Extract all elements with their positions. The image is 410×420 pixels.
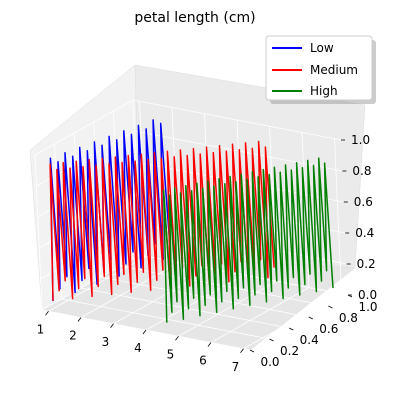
grid-line-z: [34, 99, 342, 156]
y-tick-label: 0.0: [260, 355, 279, 369]
x-tick-mark: [240, 348, 244, 353]
series-line-high: [162, 157, 334, 323]
legend-label-low: Low: [310, 41, 334, 55]
x-tick-mark: [207, 342, 212, 347]
z-tick-label: 0.8: [352, 164, 371, 178]
x-tick-label: 5: [167, 347, 175, 361]
legend-label-high: High: [310, 84, 338, 98]
chart-title: petal length (cm): [134, 10, 255, 26]
y-tick-mark: [269, 338, 274, 342]
legend-label-medium: Medium: [310, 63, 358, 77]
z-tick-label: 0.4: [355, 226, 374, 240]
series-layer: [49, 119, 334, 323]
y-tick-label: 0.2: [280, 344, 299, 358]
z-tick-label: 1.0: [351, 133, 370, 147]
x-tick-mark: [45, 311, 49, 316]
y-tick-label: 0.4: [300, 333, 319, 347]
series-line-medium: [49, 140, 275, 301]
y-tick-label: 1.0: [358, 300, 377, 314]
x-tick-label: 3: [102, 335, 110, 349]
legend: Low Medium High: [265, 35, 376, 104]
y-tick-mark: [308, 316, 313, 320]
x-tick-mark: [77, 317, 82, 322]
grid-line-z: [36, 130, 343, 187]
y-tick-label: 0.8: [339, 311, 358, 325]
axes-layer: 1 2 3 4 5 6 7 0.00.20.40.60.81.00.00.20.40.60.8…: [37, 133, 378, 374]
y-tick-mark: [328, 305, 333, 309]
z-tick-label: 0.6: [354, 195, 373, 209]
z-tick-label: 0.2: [357, 257, 376, 271]
x-tick-label: 7: [232, 360, 240, 374]
y-tick-mark: [249, 349, 255, 353]
x-tick-label: 2: [69, 329, 77, 343]
x-tick-mark: [142, 329, 147, 335]
legend-box: [265, 35, 373, 101]
x-tick-label: 1: [37, 322, 45, 336]
x-tick-label: 4: [134, 341, 142, 355]
z-tick-label: 0.0: [358, 288, 377, 302]
x-tick-label: 6: [199, 354, 207, 368]
y-tick-label: 0.6: [319, 322, 338, 336]
y-tick-mark: [289, 327, 294, 331]
x-tick-mark: [110, 323, 114, 328]
x-tick-mark: [175, 336, 179, 341]
